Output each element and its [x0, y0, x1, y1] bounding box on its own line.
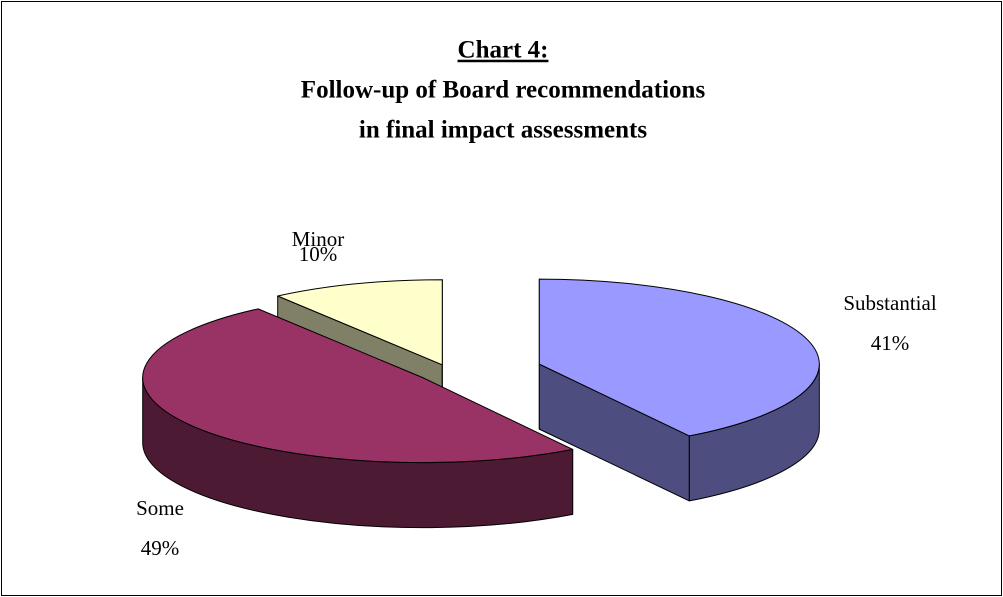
slice-label: Some: [136, 496, 184, 520]
chart-subtitle: Follow-up of Board recommendations: [301, 77, 706, 104]
chart-title: Chart 4:: [458, 37, 549, 64]
slice-value-label: 41%: [871, 331, 910, 355]
slice-top: [142, 308, 574, 464]
chart-subtitle: in final impact assessments: [359, 117, 647, 144]
slice-value-label: 49%: [141, 536, 180, 560]
slice-top: [538, 278, 820, 437]
pie-slice: [142, 308, 574, 529]
slice-top: [277, 279, 443, 366]
slice-label: Substantial: [843, 291, 936, 315]
slice-value-label: 10%: [299, 242, 338, 266]
pie-slice: [538, 278, 820, 502]
slice-label: Minor: [292, 227, 345, 251]
